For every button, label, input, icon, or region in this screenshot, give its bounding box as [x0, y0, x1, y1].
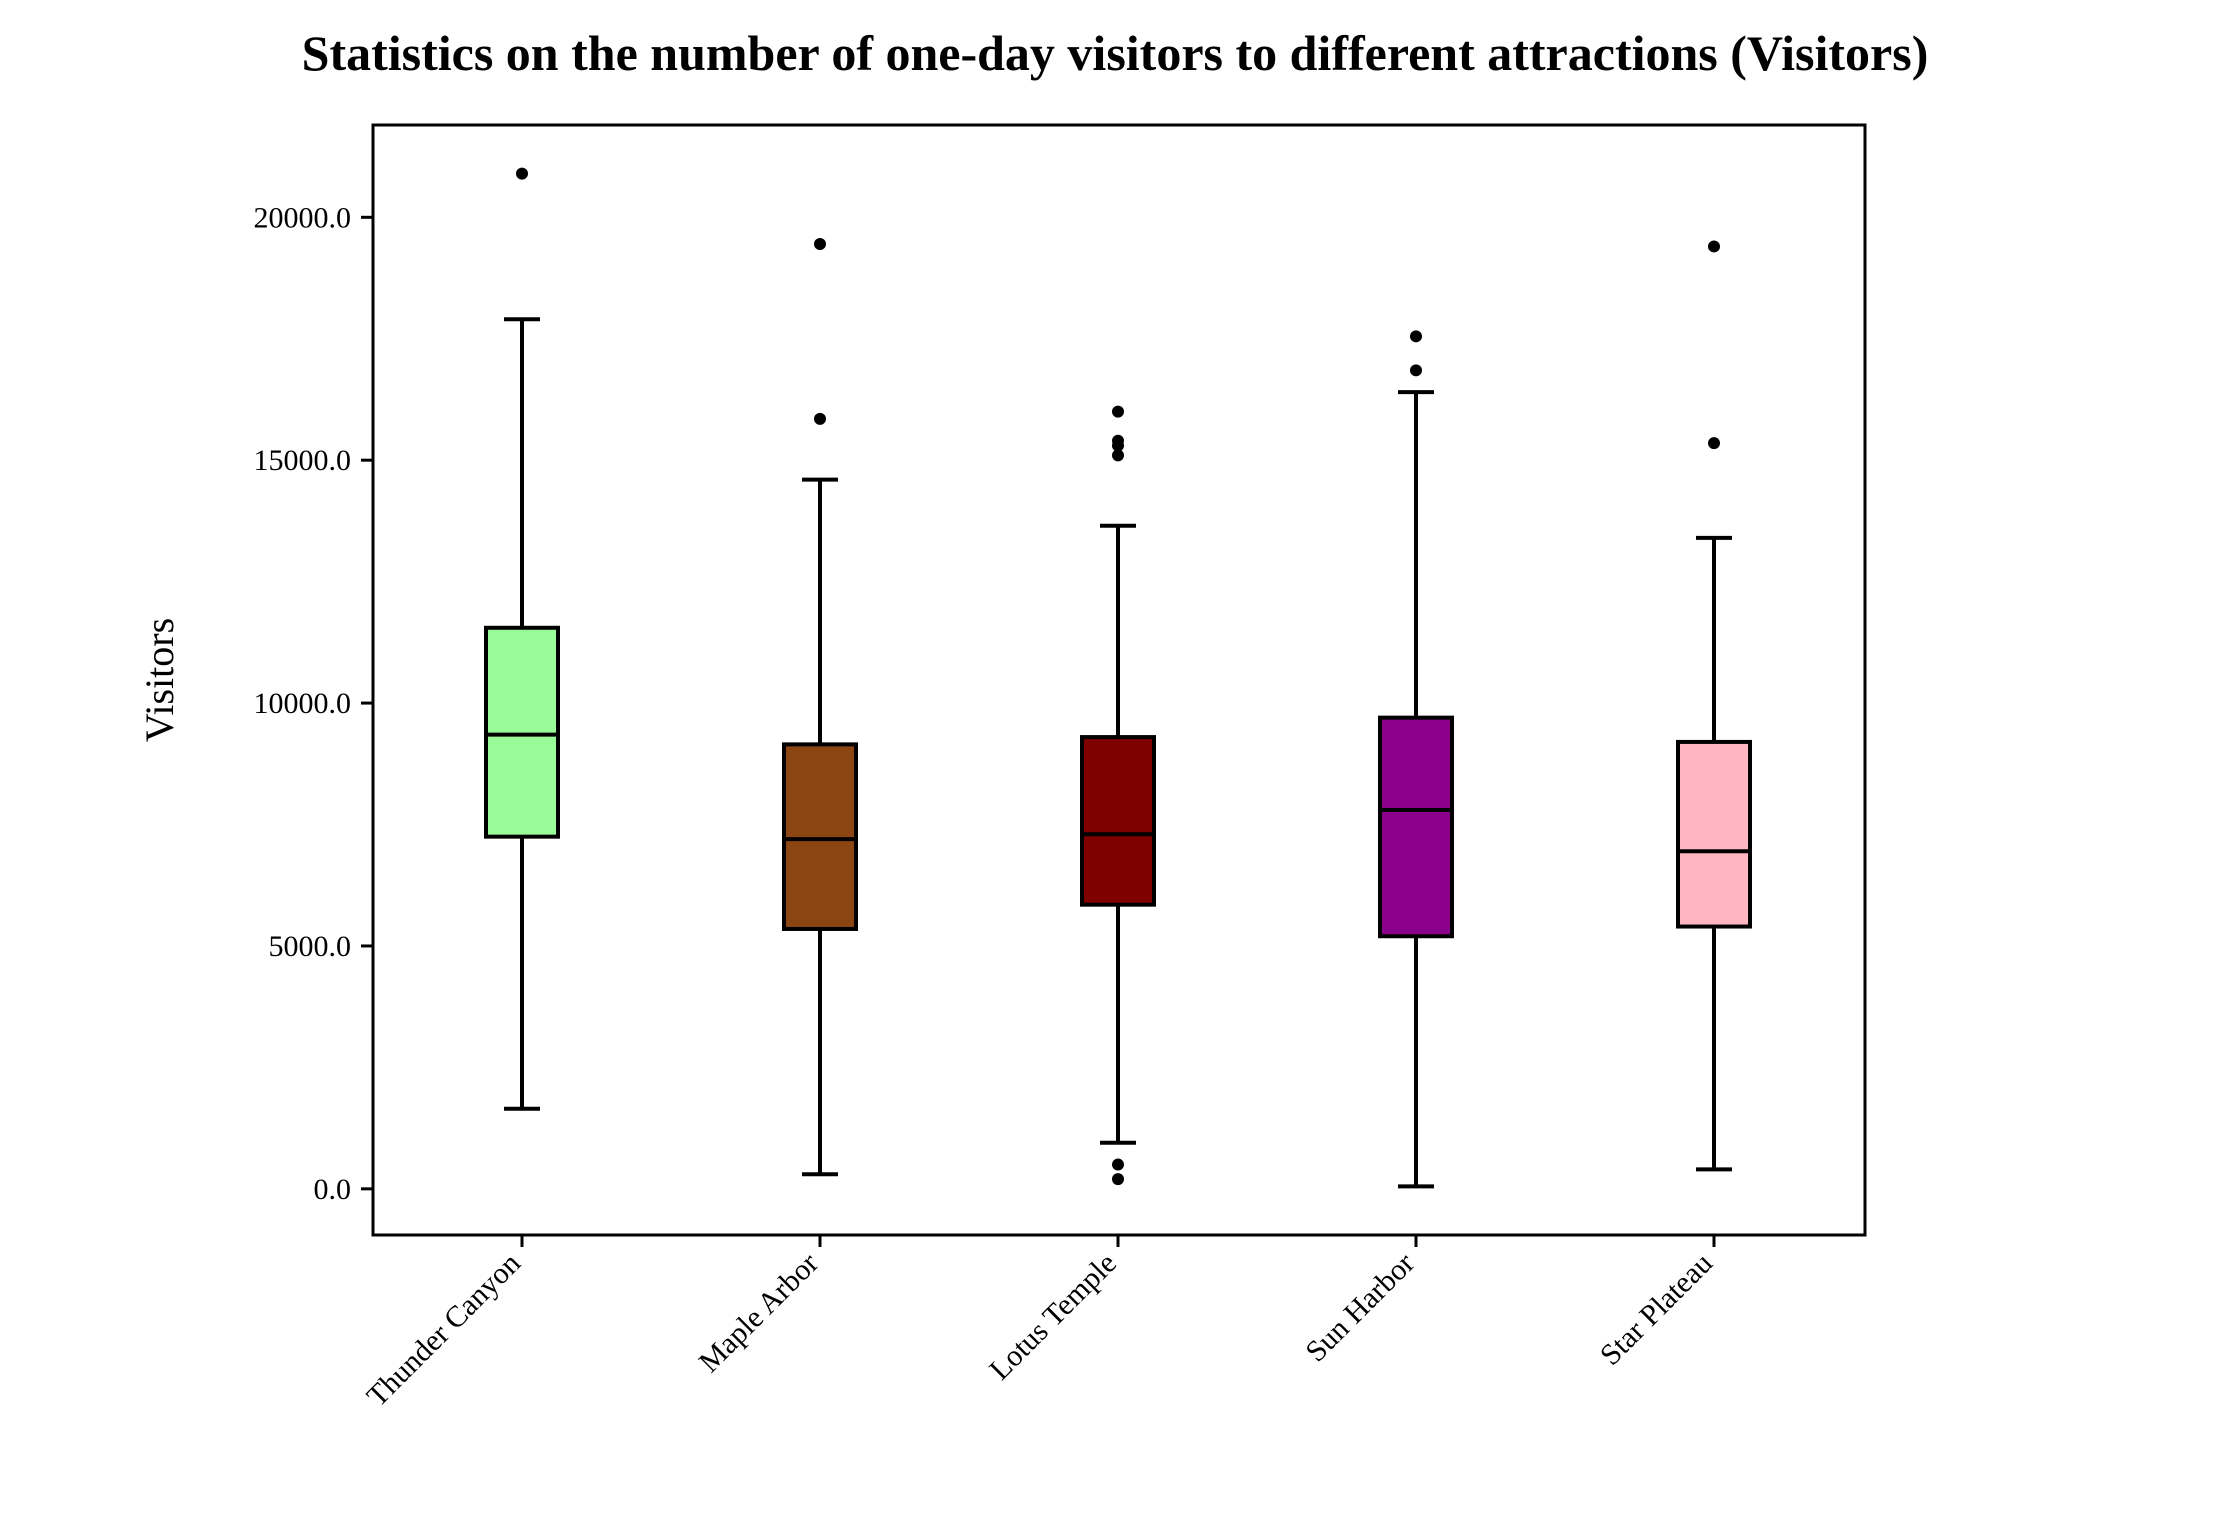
- outlier-point: [1112, 449, 1124, 462]
- x-tick-label: Sun Harbor: [1299, 1247, 1421, 1369]
- box-lotus-temple: [1080, 405, 1156, 1186]
- x-tick-label: Lotus Temple: [983, 1247, 1123, 1387]
- y-axis: 0.0 5000.0 10000.0 15000.0 20000.0: [254, 201, 373, 1206]
- box-iqr: [1080, 735, 1156, 907]
- outlier-point: [1708, 240, 1720, 253]
- boxes: [484, 167, 1752, 1189]
- outlier-point: [1112, 1173, 1124, 1186]
- box-thunder-canyon: [484, 167, 560, 1111]
- box-star-plateau: [1676, 240, 1752, 1172]
- outlier-point: [1112, 1158, 1124, 1171]
- box-iqr: [484, 625, 560, 839]
- outlier-point: [1112, 405, 1124, 418]
- x-tick-label: Star Plateau: [1594, 1247, 1719, 1372]
- box-maple-arbor: [782, 238, 858, 1177]
- x-axis: Thunder Canyon Maple Arbor Lotus Temple Sun…: [360, 1235, 1719, 1413]
- outlier-point: [1708, 437, 1720, 450]
- x-tick-label: Maple Arbor: [693, 1247, 825, 1379]
- y-tick-label: 20000.0: [254, 201, 352, 234]
- outlier-point: [814, 238, 826, 251]
- box-iqr: [1676, 739, 1752, 929]
- outlier-point: [1112, 434, 1124, 447]
- outlier-point: [814, 412, 826, 425]
- y-tick-label: 0.0: [314, 1173, 352, 1206]
- chart-title: Statistics on the number of one-day visi…: [302, 25, 1929, 81]
- outlier-point: [1410, 330, 1422, 343]
- outlier-point: [1410, 364, 1422, 377]
- box-iqr: [1378, 715, 1454, 939]
- box-sun-harbor: [1378, 330, 1454, 1189]
- y-tick-label: 5000.0: [269, 930, 352, 963]
- box-iqr: [782, 742, 858, 931]
- y-axis-label: Visitors: [137, 618, 182, 742]
- y-tick-label: 15000.0: [254, 444, 352, 477]
- y-tick-label: 10000.0: [254, 687, 352, 720]
- x-tick-label: Thunder Canyon: [360, 1247, 527, 1414]
- outlier-point: [516, 167, 528, 180]
